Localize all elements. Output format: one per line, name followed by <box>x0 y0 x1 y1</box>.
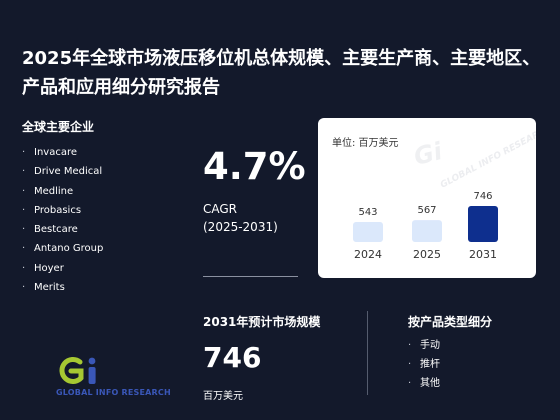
bullet-icon: · <box>22 147 26 158</box>
brand-name: GLOBAL INFO RESEARCH <box>56 388 171 397</box>
company-item-label: Merits <box>34 282 65 294</box>
bullet-icon: · <box>22 185 26 197</box>
company-item-label: Probasics <box>34 204 82 216</box>
company-item: · Merits <box>22 278 103 297</box>
brand-logo-icon <box>59 356 96 384</box>
bar-value-label: 746 <box>473 191 492 202</box>
company-item: · Drive Medical <box>22 162 103 181</box>
type-item-label: 其他 <box>420 378 440 389</box>
cagr-period: (2025-2031) <box>203 220 278 234</box>
company-item-label: Invacare <box>34 147 78 158</box>
market-unit: 百万美元 <box>203 391 243 402</box>
bullet-icon: · <box>408 378 412 389</box>
brand-logo: GLOBAL INFO RESEARCH <box>56 356 171 402</box>
bullet-icon: · <box>22 243 26 255</box>
type-item-label: 手动 <box>420 340 440 351</box>
bullet-icon: · <box>22 204 26 216</box>
company-item-label: Bestcare <box>34 224 78 236</box>
chart-unit-label: 单位: 百万美元 <box>332 138 399 149</box>
cagr-value: 4.7% <box>203 145 306 188</box>
report-title: 2025年全球市场液压移位机总体规模、主要生产商、主要地区、产品和应用细分研究报… <box>22 48 541 98</box>
bar-2025 <box>412 220 442 242</box>
bullet-icon: · <box>408 340 412 351</box>
bar-value-label: 543 <box>358 207 377 218</box>
bar-2031 <box>468 206 498 242</box>
bullet-icon: · <box>22 282 26 294</box>
x-tick-label: 2031 <box>469 248 497 261</box>
company-item: · Medline <box>22 182 103 201</box>
company-item-label: Hoyer <box>34 262 64 274</box>
company-item: · Hoyer <box>22 259 103 278</box>
company-item-label: Drive Medical <box>34 166 103 178</box>
bullet-icon: · <box>22 224 26 236</box>
bar-2024 <box>353 222 383 242</box>
company-item: · Invacare <box>22 143 103 162</box>
bullet-icon: · <box>22 262 26 274</box>
types-heading: 按产品类型细分 <box>408 315 493 329</box>
company-item-label: Antano Group <box>34 243 104 255</box>
type-item-label: 推杆 <box>420 359 440 370</box>
market-value: 746 <box>203 341 262 374</box>
x-tick-label: 2024 <box>354 248 382 261</box>
type-item: · 推杆 <box>408 355 440 374</box>
company-item: · Bestcare <box>22 220 103 239</box>
type-item: · 其他 <box>408 374 440 393</box>
type-item: · 手动 <box>408 336 440 355</box>
cagr-label: CAGR <box>203 202 238 216</box>
section-divider <box>367 311 368 395</box>
company-item-label: Medline <box>34 185 74 197</box>
cagr-divider <box>203 276 298 277</box>
companies-list: · Invacare · Drive Medical · Medline · Probasic… <box>22 143 103 297</box>
market-size-chart-card: 单位: 百万美元 543 2024 567 2025 746 2031 Gi GLOBAL… <box>318 118 536 278</box>
bar-chart: 543 2024 567 2025 746 2031 <box>353 191 498 261</box>
bar-value-label: 567 <box>417 205 436 216</box>
company-item: · Antano Group <box>22 239 103 258</box>
bullet-icon: · <box>408 359 412 370</box>
bullet-icon: · <box>22 166 26 178</box>
x-tick-label: 2025 <box>413 248 441 261</box>
market-heading: 2031年预计市场规模 <box>203 315 321 329</box>
types-list: · 手动 · 推杆 · 其他 <box>408 336 440 393</box>
companies-heading: 全球主要企业 <box>22 120 95 134</box>
company-item: · Probasics <box>22 201 103 220</box>
